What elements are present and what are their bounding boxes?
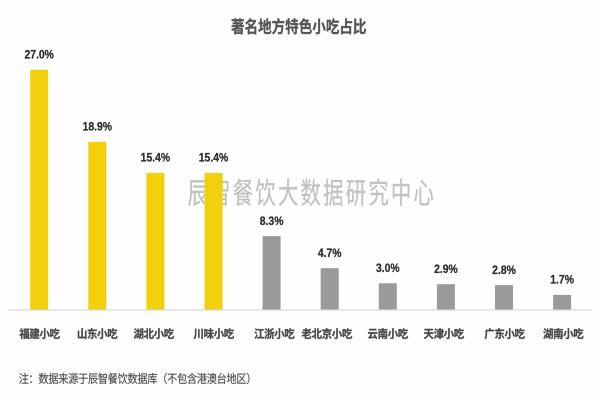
svg-text:4.7%: 4.7% — [318, 247, 342, 260]
svg-text:18.9%: 18.9% — [83, 121, 113, 134]
svg-text:2.8%: 2.8% — [492, 264, 516, 277]
svg-text:15.4%: 15.4% — [199, 152, 229, 165]
svg-text:27.0%: 27.0% — [24, 49, 54, 62]
svg-text:15.4%: 15.4% — [141, 152, 171, 165]
svg-text:2.9%: 2.9% — [434, 263, 458, 276]
svg-text:1.7%: 1.7% — [550, 274, 574, 287]
svg-text:8.3%: 8.3% — [260, 215, 284, 228]
svg-text:3.0%: 3.0% — [376, 262, 400, 275]
